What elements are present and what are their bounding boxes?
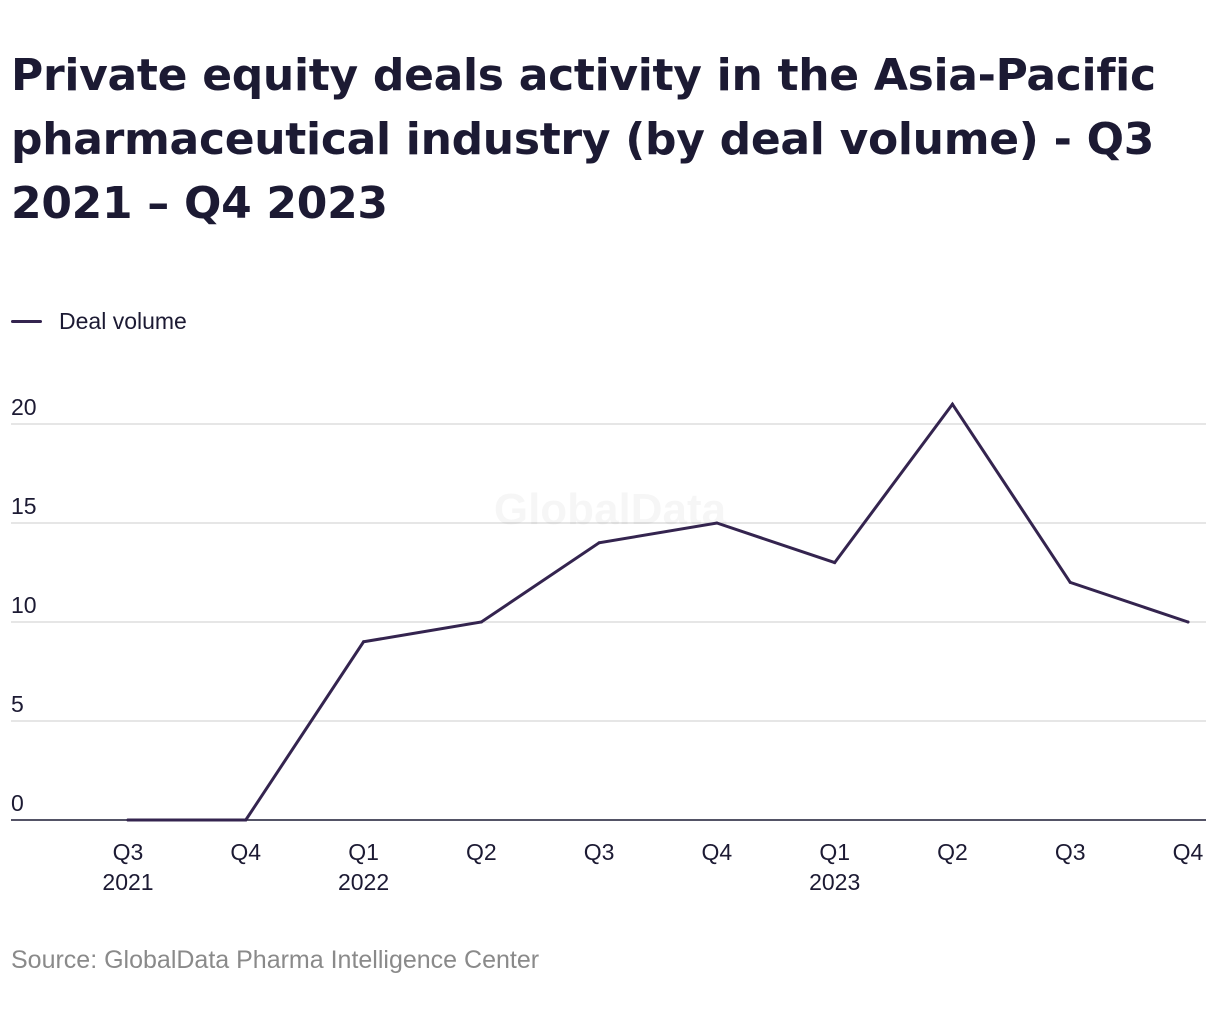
data-point [1068, 580, 1072, 584]
data-point [597, 541, 601, 545]
y-axis-ticks: 0 5 10 15 20 [11, 394, 37, 816]
legend-swatch [11, 319, 42, 323]
x-tick-label: Q3 [1055, 839, 1086, 865]
x-tick-label: Q1 [348, 839, 379, 865]
x-tick-label: Q4 [230, 839, 261, 865]
data-point [126, 818, 130, 822]
data-point [1186, 620, 1190, 624]
x-axis-ticks: Q3 2021 Q4 Q1 2022 Q2 Q3 Q4 Q1 2023 Q2 Q3 Q4 [102, 839, 1203, 895]
data-point [479, 620, 483, 624]
y-tick-label: 15 [11, 493, 37, 519]
x-tick-label: Q1 [819, 839, 850, 865]
legend-label: Deal volume [59, 307, 187, 334]
gridlines [11, 423, 1206, 821]
data-point [244, 818, 248, 822]
x-tick-label: Q4 [1173, 839, 1204, 865]
x-tick-label: Q3 [113, 839, 144, 865]
data-point [950, 402, 954, 406]
x-tick-label: Q3 [584, 839, 615, 865]
series-line-deal-volume [126, 401, 1190, 822]
x-tick-label: Q2 [937, 839, 968, 865]
data-point [362, 640, 366, 644]
series [126, 401, 1190, 822]
x-tick-year-label: 2023 [809, 869, 860, 895]
y-tick-label: 10 [11, 592, 37, 618]
y-tick-label: 20 [11, 394, 37, 420]
legend: Deal volume [11, 306, 187, 336]
source-note: Source: GlobalData Pharma Intelligence C… [11, 946, 540, 974]
x-tick-label: Q2 [466, 839, 497, 865]
data-point [833, 561, 837, 565]
data-point [715, 521, 719, 525]
x-tick-year-label: 2022 [338, 869, 389, 895]
chart-title: Private equity deals activity in the Asi… [11, 50, 1156, 229]
y-tick-label: 5 [11, 691, 24, 717]
x-tick-year-label: 2021 [102, 869, 153, 895]
x-tick-label: Q4 [702, 839, 733, 865]
y-tick-label: 0 [11, 790, 24, 816]
